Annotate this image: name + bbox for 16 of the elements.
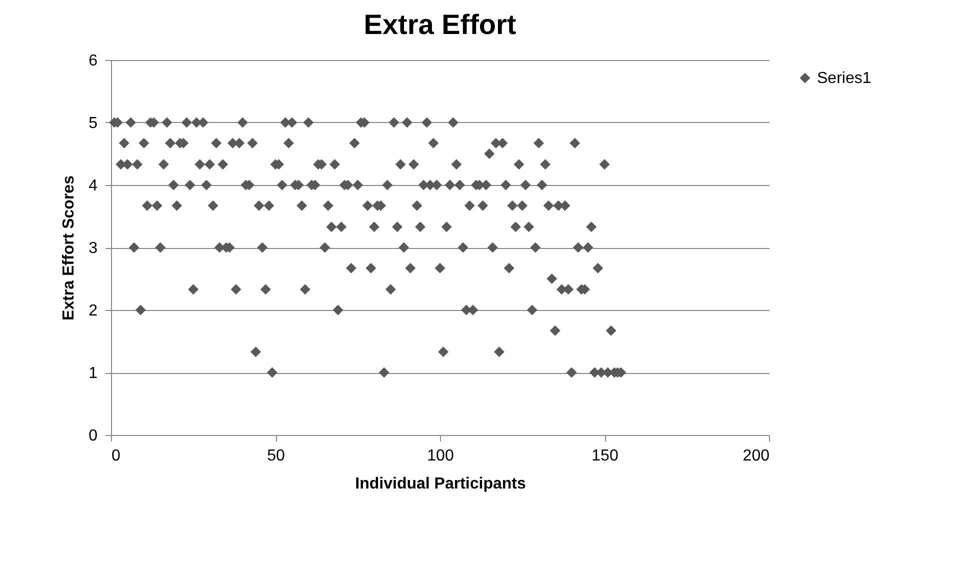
x-tick-label: 0	[112, 448, 120, 464]
y-tick-label: 2	[88, 302, 98, 320]
x-tick-label: 50	[267, 448, 285, 464]
y-tick-label: 3	[88, 240, 98, 257]
y-tick-label: 5	[88, 115, 98, 132]
y-tick-label: 1	[88, 365, 98, 382]
x-tick-label: 100	[427, 448, 454, 464]
x-axis-title: Individual Participants	[355, 476, 526, 492]
y-axis-title: Extra Effort Scores	[60, 175, 78, 320]
x-tick-label: 200	[742, 448, 770, 464]
y-tick-label: 0	[88, 428, 98, 444]
chart-title: Extra Effort	[364, 9, 516, 40]
y-tick-label: 4	[88, 178, 98, 194]
x-tick-label: 150	[592, 448, 618, 464]
legend-label: Series1	[817, 70, 872, 87]
y-tick-label: 6	[88, 52, 98, 70]
